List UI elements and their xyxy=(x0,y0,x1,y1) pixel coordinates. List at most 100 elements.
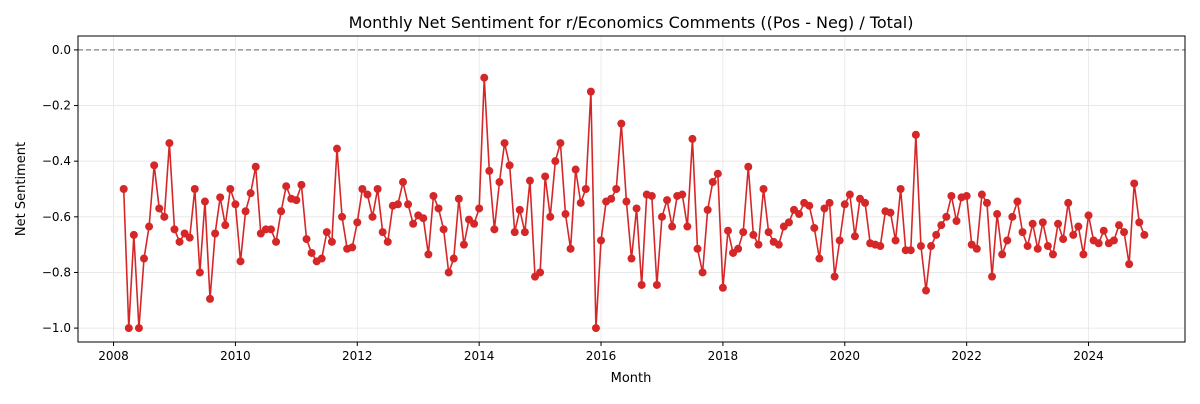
data-point xyxy=(409,219,418,228)
data-point xyxy=(703,205,712,214)
data-point xyxy=(652,280,661,289)
data-point xyxy=(277,207,286,216)
data-point xyxy=(282,182,291,191)
data-point xyxy=(637,280,646,289)
x-tick-label: 2014 xyxy=(464,349,495,363)
data-point xyxy=(942,212,951,221)
data-point xyxy=(947,191,956,200)
data-point xyxy=(993,210,1002,219)
data-point xyxy=(861,198,870,207)
data-point xyxy=(221,221,230,230)
data-point xyxy=(607,194,616,203)
y-tick-label: −0.2 xyxy=(42,99,71,113)
data-point xyxy=(520,228,529,237)
data-point xyxy=(556,139,565,148)
axes-frame xyxy=(77,35,1186,343)
data-point xyxy=(1003,236,1012,245)
data-point xyxy=(170,225,179,234)
data-point xyxy=(134,324,143,333)
data-point xyxy=(586,87,595,96)
data-point xyxy=(1135,218,1144,227)
y-axis-label: Net Sentiment xyxy=(14,142,29,236)
data-point xyxy=(358,185,367,193)
data-point xyxy=(150,161,159,170)
data-point xyxy=(1048,250,1057,259)
x-tick-label: 2010 xyxy=(220,349,251,363)
data-point xyxy=(754,240,763,249)
data-point xyxy=(551,157,560,166)
data-point xyxy=(688,134,697,143)
data-point xyxy=(1074,222,1083,231)
data-point xyxy=(622,197,631,206)
data-point xyxy=(698,268,707,277)
data-point xyxy=(982,198,991,207)
data-point xyxy=(784,218,793,227)
data-point xyxy=(226,185,235,193)
data-point xyxy=(175,237,184,246)
data-point xyxy=(977,190,986,199)
data-point xyxy=(845,190,854,199)
data-point xyxy=(241,207,250,216)
series-group xyxy=(119,73,1149,333)
data-point xyxy=(647,191,656,200)
data-point xyxy=(962,191,971,200)
data-point xyxy=(393,200,402,209)
data-point xyxy=(916,242,925,251)
data-point xyxy=(317,254,326,263)
data-point xyxy=(988,272,997,281)
data-point xyxy=(1023,242,1032,251)
data-point xyxy=(820,204,829,213)
y-tick-label: −1.0 xyxy=(42,321,71,335)
data-point xyxy=(1084,211,1093,220)
data-point xyxy=(495,178,504,187)
data-point xyxy=(1033,244,1042,253)
data-point xyxy=(480,73,489,82)
data-point xyxy=(140,254,149,263)
data-point xyxy=(1059,235,1068,244)
data-point xyxy=(1130,179,1139,188)
data-point xyxy=(927,242,936,251)
y-tick-label: −0.8 xyxy=(42,265,71,279)
data-point xyxy=(937,221,946,230)
data-point xyxy=(449,254,458,263)
data-point xyxy=(206,294,215,303)
data-point xyxy=(830,272,839,281)
data-point xyxy=(810,223,819,232)
data-point xyxy=(1079,250,1088,259)
data-point xyxy=(510,228,519,237)
data-point xyxy=(1114,221,1123,230)
data-point xyxy=(591,324,600,333)
data-point xyxy=(1109,236,1118,245)
data-point xyxy=(211,229,220,238)
data-point xyxy=(840,200,849,209)
data-point xyxy=(470,219,479,228)
data-point xyxy=(876,242,885,251)
data-point xyxy=(1043,242,1052,251)
data-point xyxy=(850,232,859,241)
data-point xyxy=(1028,219,1037,228)
data-point xyxy=(404,200,413,209)
data-point xyxy=(505,161,514,170)
data-point xyxy=(200,197,209,206)
data-point xyxy=(835,236,844,245)
data-point xyxy=(541,172,550,181)
x-tick-label: 2012 xyxy=(342,349,373,363)
data-point xyxy=(292,196,301,205)
data-point xyxy=(617,119,626,128)
data-point xyxy=(368,212,377,221)
data-point xyxy=(454,194,463,203)
data-point xyxy=(972,244,981,253)
data-point xyxy=(805,201,814,210)
x-tick-label: 2020 xyxy=(830,349,861,363)
data-point xyxy=(363,190,372,199)
data-point xyxy=(1094,239,1103,248)
data-point xyxy=(302,235,311,244)
data-point xyxy=(952,216,961,225)
data-point xyxy=(119,185,128,193)
data-point xyxy=(571,165,580,174)
data-point xyxy=(424,250,433,259)
data-point xyxy=(160,212,169,221)
data-point xyxy=(678,190,687,199)
